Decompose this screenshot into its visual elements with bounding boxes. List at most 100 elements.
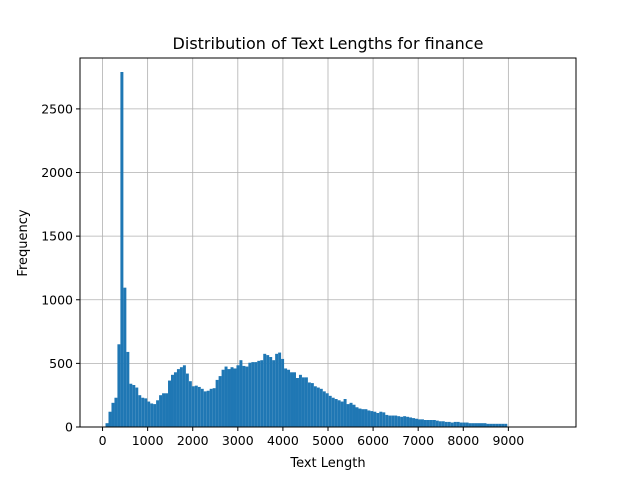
x-tick-label: 3000 [222,433,254,448]
histogram-bar [159,395,163,427]
histogram-bar [346,404,350,427]
histogram-bar [147,401,151,427]
histogram-bar [173,372,177,427]
histogram-bar [394,415,398,427]
histogram-bar [138,395,142,427]
histogram-bar [129,383,133,427]
histogram-bar [474,423,478,427]
histogram-bar [444,421,448,427]
histogram-bar [245,366,249,427]
histogram-bar [423,420,427,427]
histogram-bar [307,382,311,427]
histogram-bar [361,409,365,427]
x-tick-label: 6000 [357,433,389,448]
histogram-bar [200,388,204,427]
histogram-bar [322,391,326,427]
histogram-bar [108,411,112,427]
histogram-bar [257,360,261,427]
histogram-bar [290,372,294,427]
histogram-bar [367,410,371,427]
histogram-bar [477,423,481,427]
histogram-bar [206,390,210,427]
histogram-bar [266,355,270,427]
histogram-bar [272,360,276,427]
x-tick-label: 2000 [177,433,209,448]
y-tick-label: 500 [49,356,73,371]
histogram-bar [111,402,115,427]
histogram-bar [287,369,291,427]
histogram-bar [331,397,335,427]
histogram-bar [459,422,463,427]
histogram-bar [179,367,183,427]
histogram-bar [239,360,243,427]
histogram-bar [489,423,493,427]
histogram-bar [373,411,377,427]
histogram-bar [153,404,157,427]
histogram-bar [501,423,505,427]
histogram-bar [170,374,174,427]
histogram-bar [420,419,424,427]
histogram-bar [429,420,433,427]
y-tick-label: 2500 [41,101,73,116]
histogram-bar [191,386,195,427]
ticks-layer: 0 1000 2000 3000 4000 5000 6000 7000 8000 9000 0 50… [41,101,524,448]
histogram-bar [352,404,356,427]
histogram-bar [144,398,148,427]
histogram-bar [495,423,499,427]
histogram-bar [156,400,160,427]
histogram-bar [471,423,475,427]
histogram-bar [486,423,490,427]
histogram-bar [504,423,508,427]
histogram-bar [310,383,314,427]
histogram-bar [224,366,228,427]
x-tick-label: 7000 [402,433,434,448]
histogram-bar [435,420,439,427]
histogram-bar [456,421,460,427]
histogram-bar [120,71,124,427]
histogram-bar [254,362,258,427]
histogram-bar [316,387,320,427]
histogram-bar [379,411,383,427]
histogram-bar [328,395,332,427]
histogram-bar [400,416,404,427]
x-axis-label: Text Length [289,456,365,471]
histogram-bar [462,422,466,427]
bars-layer [105,71,508,427]
histogram-bar [197,386,201,427]
histogram-bar [447,421,451,427]
histogram-bar [385,414,389,427]
histogram-bar [242,365,246,427]
histogram-bar [412,418,416,427]
histogram-bar [105,423,109,427]
histogram-bar [227,369,231,427]
histogram-bar [132,385,136,427]
histogram-bar [114,397,118,427]
histogram-bar [337,400,341,427]
histogram-bar [126,351,130,427]
histogram-bar [284,368,288,427]
histogram-bar [298,374,302,427]
histogram-bar [441,421,445,427]
histogram-bar [340,401,344,427]
histogram-bar [263,353,267,427]
histogram-bar [397,416,401,427]
histogram-bar [301,377,305,427]
histogram-bar [203,391,207,427]
histogram-bar [343,399,347,427]
x-tick-label: 4000 [267,433,299,448]
histogram-bar [304,377,308,427]
histogram-bar [233,368,237,427]
x-tick-label: 9000 [492,433,524,448]
histogram-bar [236,365,240,427]
histogram-bar [209,388,213,427]
histogram-bar [260,360,264,427]
histogram-bar [382,412,386,427]
histogram-bar [188,381,192,427]
histogram-bar [281,358,285,427]
histogram-bar [319,388,323,427]
histogram-bar [275,353,279,427]
x-tick-label: 5000 [312,433,344,448]
histogram-bar [450,422,454,427]
histogram-bar [364,409,368,427]
